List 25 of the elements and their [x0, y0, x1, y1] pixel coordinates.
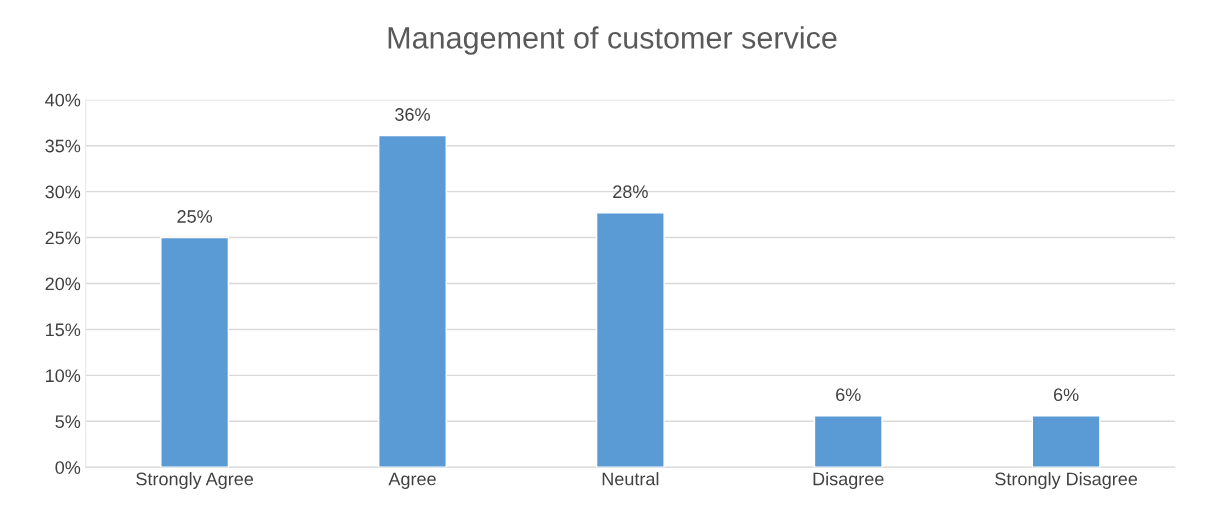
y-tick-label: 15%	[46, 323, 81, 337]
y-tick-label: 25%	[45, 231, 81, 245]
bar	[813, 415, 883, 468]
x-tick-label: Strongly Disagree	[995, 472, 1138, 489]
x-tick-label: Agree	[388, 472, 436, 489]
data-label: 6%	[1053, 388, 1079, 402]
y-tick-label: 20%	[45, 277, 81, 291]
bar	[595, 212, 665, 468]
y-tick-label: 40%	[45, 93, 81, 107]
x-tick-label: Strongly Agree	[136, 472, 254, 489]
y-tick-label: 0%	[55, 461, 81, 474]
chart-title: Management of customer service	[388, 26, 837, 55]
data-label: 25%	[177, 210, 213, 223]
y-tick-label: 30%	[45, 185, 81, 199]
x-tick-label: Disagree	[813, 472, 884, 489]
bar	[1031, 415, 1101, 468]
data-label: 6%	[836, 388, 861, 402]
bar	[378, 134, 447, 468]
data-label: 36%	[395, 108, 430, 121]
y-tick-label: 5%	[55, 415, 81, 429]
x-tick-label: Neutral	[602, 472, 659, 486]
bar	[160, 236, 230, 468]
y-tick-label: 10%	[46, 369, 81, 383]
data-label: 28%	[613, 185, 648, 199]
y-tick-label: 35%	[45, 139, 81, 153]
